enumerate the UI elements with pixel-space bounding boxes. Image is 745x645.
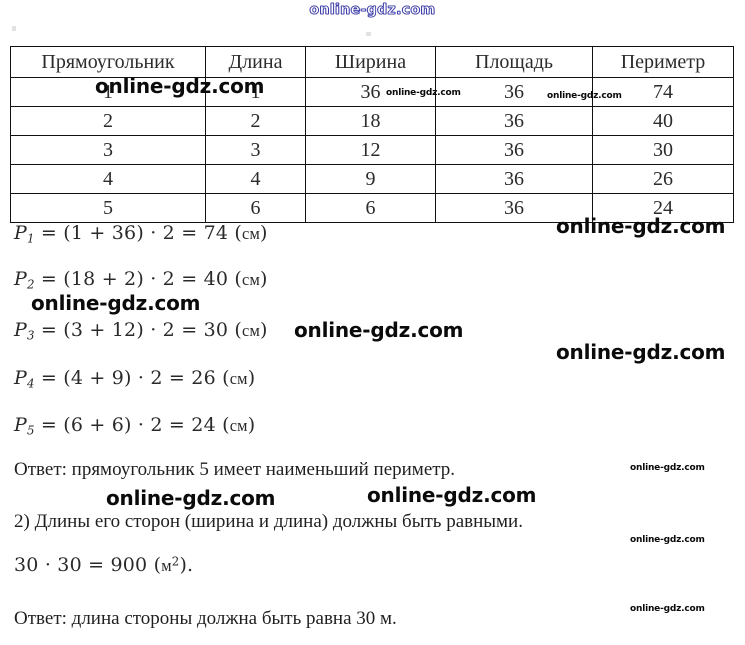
formula-body: = (1 + 36) · 2 = 74 ( bbox=[34, 222, 242, 244]
column-header-width: Ширина bbox=[305, 46, 436, 78]
formula-unit: см bbox=[242, 321, 260, 340]
table-row: 3 3 12 36 30 bbox=[10, 135, 734, 165]
cell-rectangle: 4 bbox=[10, 164, 206, 194]
area-calculation: 30 · 30 = 900 (м2). bbox=[14, 554, 193, 576]
formula-tail: ) bbox=[259, 319, 268, 341]
area-unit: м bbox=[161, 556, 172, 575]
cell-area: 36 bbox=[435, 164, 593, 194]
watermark: online-gdz.com bbox=[556, 214, 726, 238]
column-header-rectangle: Прямоугольник bbox=[10, 46, 206, 78]
formula-perimeter-5: P5 = (6 + 6) · 2 = 24 (см) bbox=[14, 414, 255, 437]
top-watermark: online-gdz.com bbox=[309, 2, 436, 19]
cell-length: 4 bbox=[205, 164, 306, 194]
watermark: online-gdz.com bbox=[630, 535, 705, 545]
rectangle-measurements-table: Прямоугольник Длина Ширина Площадь Перим… bbox=[10, 46, 734, 223]
formula-tail: ) bbox=[259, 222, 268, 244]
formula-symbol: P bbox=[14, 268, 27, 290]
area-tail: ). bbox=[179, 554, 194, 576]
formula-subscript: 2 bbox=[26, 277, 35, 292]
area-expression: 30 · 30 = 900 ( bbox=[14, 554, 162, 576]
formula-tail: ) bbox=[259, 268, 268, 290]
watermark: online-gdz.com bbox=[630, 604, 705, 614]
cell-perimeter: 74 bbox=[592, 77, 734, 107]
scan-speck bbox=[12, 26, 16, 31]
column-header-perimeter: Периметр bbox=[592, 46, 734, 78]
formula-perimeter-2: P2 = (18 + 2) · 2 = 40 (см) bbox=[14, 268, 268, 291]
cell-area: 36 bbox=[435, 193, 593, 223]
watermark: online-gdz.com bbox=[31, 291, 201, 315]
table-header-row: Прямоугольник Длина Ширина Площадь Перим… bbox=[10, 46, 734, 78]
cell-area: 36 bbox=[435, 135, 593, 165]
watermark: online-gdz.com bbox=[630, 463, 705, 473]
cell-perimeter: 24 bbox=[592, 193, 734, 223]
formula-body: = (3 + 12) · 2 = 30 ( bbox=[34, 319, 242, 341]
cell-perimeter: 30 bbox=[592, 135, 734, 165]
cell-length: 2 bbox=[205, 106, 306, 136]
formula-tail: ) bbox=[247, 367, 256, 389]
cell-perimeter: 26 bbox=[592, 164, 734, 194]
area-exponent: 2 bbox=[171, 554, 180, 569]
formula-symbol: P bbox=[14, 367, 27, 389]
column-header-area: Площадь bbox=[435, 46, 593, 78]
table-row: 2 2 18 36 40 bbox=[10, 106, 734, 136]
formula-symbol: P bbox=[14, 414, 27, 436]
formula-body: = (18 + 2) · 2 = 40 ( bbox=[34, 268, 242, 290]
cell-area: 36 bbox=[435, 106, 593, 136]
answer-line-1: Ответ: прямоугольник 5 имеет наименьший … bbox=[14, 459, 456, 480]
formula-subscript: 3 bbox=[26, 328, 35, 343]
watermark: online-gdz.com bbox=[106, 486, 276, 510]
formula-unit: см bbox=[242, 270, 260, 289]
scan-speck bbox=[366, 32, 371, 36]
cell-rectangle: 3 bbox=[10, 135, 206, 165]
table-row: 1 1 36 36 74 bbox=[10, 77, 734, 107]
cell-length: 6 bbox=[205, 193, 306, 223]
table-row: 5 6 6 36 24 bbox=[10, 193, 734, 223]
watermark: online-gdz.com bbox=[367, 483, 537, 507]
watermark: online-gdz.com bbox=[547, 91, 622, 101]
formula-symbol: P bbox=[14, 222, 27, 244]
formula-subscript: 4 bbox=[26, 376, 35, 391]
cell-rectangle: 5 bbox=[10, 193, 206, 223]
part-2-statement: 2) Длины его сторон (ширина и длина) дол… bbox=[14, 511, 523, 532]
cell-width: 9 bbox=[305, 164, 436, 194]
formula-body: = (6 + 6) · 2 = 24 ( bbox=[34, 414, 230, 436]
answer-line-2: Ответ: длина стороны должна быть равна 3… bbox=[14, 608, 397, 629]
table-row: 4 4 9 36 26 bbox=[10, 164, 734, 194]
formula-unit: см bbox=[242, 224, 260, 243]
watermark: online-gdz.com bbox=[386, 88, 461, 98]
watermark: online-gdz.com bbox=[556, 340, 726, 364]
formula-perimeter-3: P3 = (3 + 12) · 2 = 30 (см) bbox=[14, 319, 268, 342]
cell-length: 3 bbox=[205, 135, 306, 165]
formula-tail: ) bbox=[247, 414, 256, 436]
watermark: online-gdz.com bbox=[294, 318, 464, 342]
formula-subscript: 5 bbox=[26, 423, 35, 438]
formula-symbol: P bbox=[14, 319, 27, 341]
formula-unit: см bbox=[229, 369, 248, 388]
cell-perimeter: 40 bbox=[592, 106, 734, 136]
column-header-length: Длина bbox=[205, 46, 306, 78]
cell-rectangle: 2 bbox=[10, 106, 206, 136]
watermark: online-gdz.com bbox=[95, 74, 265, 98]
formula-body: = (4 + 9) · 2 = 26 ( bbox=[34, 367, 230, 389]
cell-width: 12 bbox=[305, 135, 436, 165]
formula-subscript: 1 bbox=[26, 231, 35, 246]
formula-unit: см bbox=[229, 416, 248, 435]
formula-perimeter-1: P1 = (1 + 36) · 2 = 74 (см) bbox=[14, 222, 268, 245]
cell-width: 6 bbox=[305, 193, 436, 223]
cell-width: 18 bbox=[305, 106, 436, 136]
formula-perimeter-4: P4 = (4 + 9) · 2 = 26 (см) bbox=[14, 367, 255, 390]
